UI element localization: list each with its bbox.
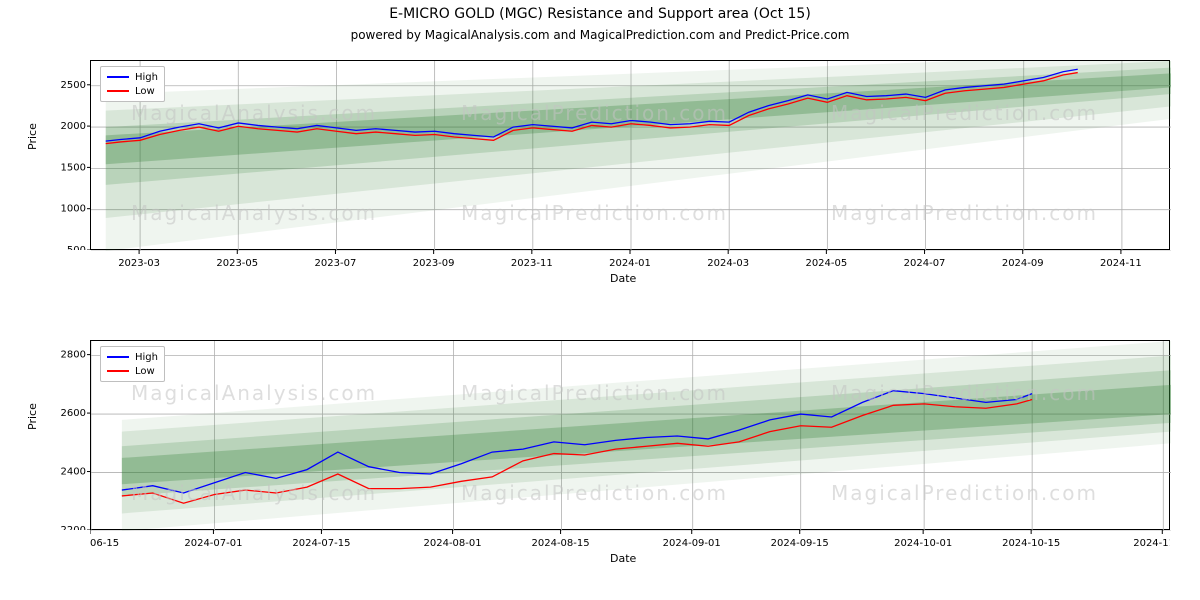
legend-color-icon <box>107 90 129 92</box>
svg-text:1000: 1000 <box>61 204 86 215</box>
svg-text:2400: 2400 <box>61 467 86 478</box>
svg-text:2024-06-15: 2024-06-15 <box>90 538 119 549</box>
svg-text:2024-09-01: 2024-09-01 <box>663 538 721 549</box>
svg-text:2023-03: 2023-03 <box>118 258 160 269</box>
page-root: { "titles": { "main": "E-MICRO GOLD (MGC… <box>0 0 1200 600</box>
svg-text:1500: 1500 <box>61 162 86 173</box>
svg-text:2024-08-01: 2024-08-01 <box>424 538 482 549</box>
legend-label: High <box>135 72 158 83</box>
svg-text:2023-05: 2023-05 <box>216 258 258 269</box>
svg-text:2600: 2600 <box>61 408 86 419</box>
legend-color-icon <box>107 370 129 372</box>
legend-item-high: High <box>107 70 158 84</box>
legend-item-high: High <box>107 350 158 364</box>
svg-text:2024-09-15: 2024-09-15 <box>771 538 829 549</box>
svg-text:2024-10-01: 2024-10-01 <box>894 538 952 549</box>
legend-bottom: High Low <box>100 346 165 382</box>
legend-top: High Low <box>100 66 165 102</box>
svg-text:2024-11: 2024-11 <box>1100 258 1142 269</box>
svg-text:2500: 2500 <box>61 80 86 91</box>
yaxis-ticks-top: 500 1000 1500 2000 2500 <box>50 60 90 250</box>
chart-bottom-svg <box>91 341 1171 531</box>
ylabel-bottom: Price <box>26 403 39 430</box>
legend-item-low: Low <box>107 364 158 378</box>
svg-text:2024-10-15: 2024-10-15 <box>1002 538 1060 549</box>
legend-item-low: Low <box>107 84 158 98</box>
yaxis-ticks-bottom: 2200 2400 2600 2800 <box>50 340 90 530</box>
legend-label: High <box>135 352 158 363</box>
svg-text:2024-07-01: 2024-07-01 <box>184 538 242 549</box>
chart-top: MagicalAnalysis.com MagicalPrediction.co… <box>90 60 1170 250</box>
svg-text:2024-08-15: 2024-08-15 <box>532 538 590 549</box>
svg-text:2024-03: 2024-03 <box>707 258 749 269</box>
svg-text:2024-07-15: 2024-07-15 <box>292 538 350 549</box>
legend-label: Low <box>135 86 155 97</box>
svg-text:500: 500 <box>67 245 86 250</box>
chart-top-svg <box>91 61 1171 251</box>
xlabel-top: Date <box>610 272 636 285</box>
legend-label: Low <box>135 366 155 377</box>
svg-text:2024-07: 2024-07 <box>904 258 946 269</box>
chart-bottom: MagicalAnalysis.com MagicalPrediction.co… <box>90 340 1170 530</box>
svg-text:2200: 2200 <box>61 525 86 530</box>
chart-main-title: E-MICRO GOLD (MGC) Resistance and Suppor… <box>0 6 1200 22</box>
svg-text:2800: 2800 <box>61 350 86 361</box>
svg-text:2024-05: 2024-05 <box>805 258 847 269</box>
chart-sub-title: powered by MagicalAnalysis.com and Magic… <box>0 28 1200 42</box>
svg-text:2023-11: 2023-11 <box>511 258 553 269</box>
svg-text:2024-01: 2024-01 <box>609 258 651 269</box>
legend-color-icon <box>107 76 129 78</box>
legend-color-icon <box>107 356 129 358</box>
svg-text:2024-11-01: 2024-11-01 <box>1133 538 1170 549</box>
ylabel-top: Price <box>26 123 39 150</box>
svg-text:2024-09: 2024-09 <box>1002 258 1044 269</box>
svg-text:2000: 2000 <box>61 121 86 132</box>
svg-text:2023-09: 2023-09 <box>413 258 455 269</box>
svg-text:2023-07: 2023-07 <box>315 258 357 269</box>
xlabel-bottom: Date <box>610 552 636 565</box>
